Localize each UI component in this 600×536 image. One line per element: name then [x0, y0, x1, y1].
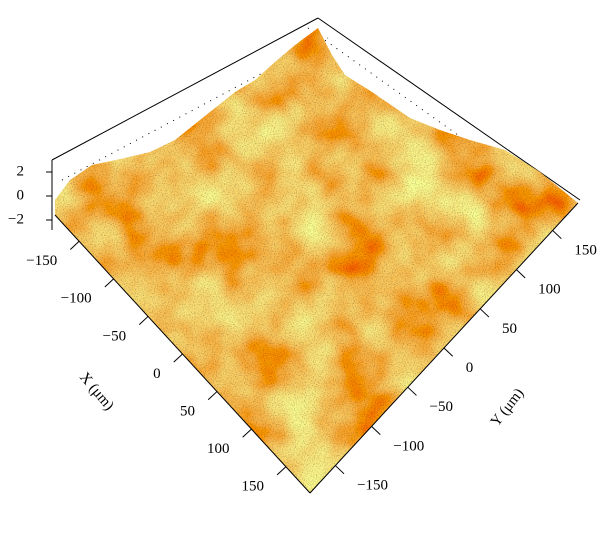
- tick-mark: [70, 240, 80, 250]
- tick-mark: [207, 391, 218, 401]
- x-axis-label: X (μm): [76, 370, 117, 414]
- tick-mark: [371, 426, 381, 435]
- tick-mark: [138, 316, 149, 325]
- z-tick-label: 0: [17, 187, 25, 203]
- x-tick-label: −50: [103, 328, 126, 344]
- x-tick-label: 150: [241, 479, 264, 495]
- surface: [55, 28, 578, 493]
- y-tick-label: −100: [393, 438, 424, 454]
- tick-mark: [443, 347, 454, 357]
- tick-mark: [242, 428, 252, 438]
- x-tick-label: 0: [153, 366, 161, 382]
- tick-mark: [335, 465, 345, 475]
- x-tick-label: 100: [207, 441, 230, 457]
- y-tick-label: 150: [574, 242, 597, 258]
- y-axis-label: Y (μm): [488, 385, 528, 429]
- x-tick-label: −100: [61, 291, 92, 307]
- axes: −150 −100 −50 0 50 100 150 −150 −100 −50 0 50 100 150…: [8, 163, 597, 494]
- tick-mark: [104, 278, 114, 288]
- y-tick-label: −150: [357, 478, 388, 494]
- x-tick-label: 50: [180, 403, 195, 419]
- z-tick-label: −2: [8, 211, 24, 227]
- y-tick-label: 50: [502, 321, 517, 337]
- y-tick-label: −50: [430, 399, 453, 415]
- tick-mark: [407, 386, 417, 396]
- tick-mark: [479, 308, 490, 318]
- x-tick-label: −150: [26, 253, 57, 269]
- tick-mark: [552, 230, 562, 240]
- tick-mark: [516, 269, 526, 279]
- tick-mark: [173, 353, 183, 363]
- y-tick-label: 100: [538, 282, 561, 298]
- y-tick-label: 0: [466, 360, 474, 376]
- tick-mark: [276, 466, 287, 476]
- z-tick-label: 2: [17, 163, 25, 179]
